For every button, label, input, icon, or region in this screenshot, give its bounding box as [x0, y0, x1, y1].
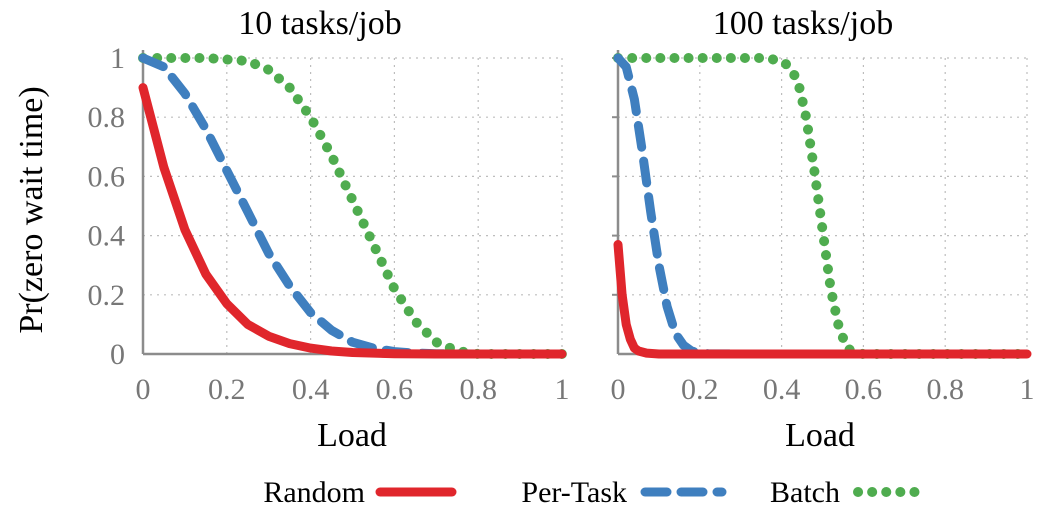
x-tick-label-0-4: 0.8: [459, 373, 497, 406]
y-axis-label: Pr(zero wait time): [13, 86, 50, 333]
series-per-task-line-0: [138, 53, 567, 359]
x-tick-label-0-3: 0.6: [376, 373, 414, 406]
panel-right: 100 tasks/job Load 0 0.2 0.4 0.6 0.8 1: [611, 5, 1035, 454]
x-tick-label-0-0: 0: [136, 373, 151, 406]
legend: Random Per-Task Batch: [263, 476, 920, 509]
x-tick-label-0-2: 0.4: [292, 373, 330, 406]
y-tick-label-1: 0.2: [88, 279, 126, 312]
x-tick-label-0-1: 0.2: [208, 373, 246, 406]
x-axis-label-left: Load: [317, 417, 387, 454]
x-axis-label-right: Load: [785, 417, 855, 454]
x-tick-label-1-5: 1: [1020, 373, 1035, 406]
series-batch-line-0: [138, 53, 567, 359]
series-random-line-1: [613, 240, 1032, 359]
panel-title-right: 100 tasks/job: [713, 5, 893, 42]
y-tick-label-5: 1: [110, 42, 125, 75]
x-tick-label-1-1: 0.2: [681, 373, 719, 406]
series-random-line-0: [138, 83, 567, 359]
legend-label-per-task: Per-Task: [521, 476, 627, 509]
y-tick-label-3: 0.6: [88, 160, 126, 193]
x-tick-label-0-5: 1: [555, 373, 570, 406]
panel-left: 10 tasks/job Load 0 0.2 0.4 0.6 0.8 1 0 0.2 0.4 0…: [88, 5, 570, 454]
panel-title-left: 10 tasks/job: [238, 5, 401, 42]
y-tick-label-4: 0.8: [88, 101, 126, 134]
x-tick-label-1-4: 0.8: [926, 373, 964, 406]
x-tick-label-1-2: 0.4: [763, 373, 801, 406]
series-per-task-line-1: [613, 53, 1032, 359]
legend-label-random: Random: [263, 476, 365, 509]
y-tick-label-2: 0.4: [88, 220, 126, 253]
series-batch-line-1: [613, 53, 1032, 359]
legend-label-batch: Batch: [770, 476, 840, 509]
x-tick-label-1-3: 0.6: [845, 373, 883, 406]
y-tick-label-0: 0: [110, 338, 125, 371]
x-tick-label-1-0: 0: [611, 373, 626, 406]
